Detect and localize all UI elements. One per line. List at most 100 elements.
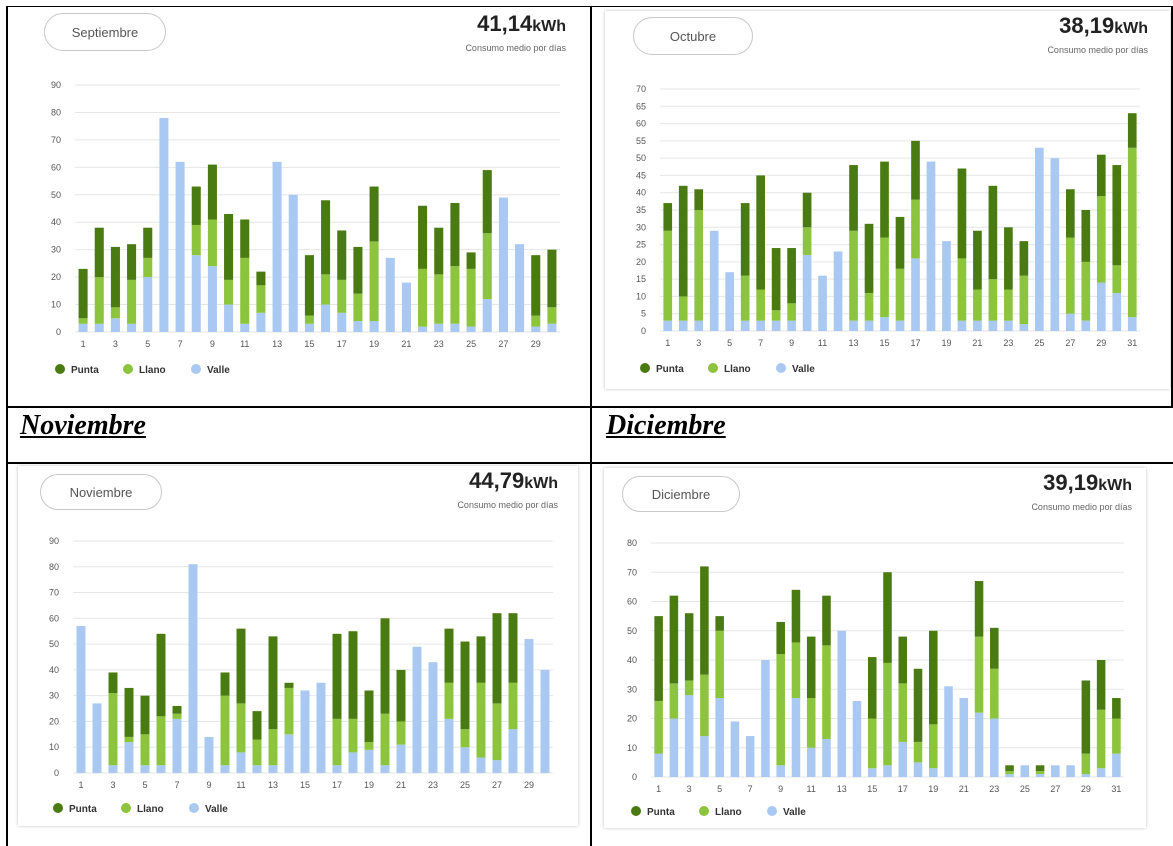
bar-valle bbox=[353, 321, 363, 332]
total-subtitle: Consumo medio por días bbox=[465, 43, 566, 53]
bar-valle bbox=[745, 736, 755, 777]
bar-valle bbox=[140, 765, 150, 773]
y-tick-label: 80 bbox=[627, 538, 637, 548]
bar-llano bbox=[444, 682, 454, 719]
bar-punta bbox=[1112, 698, 1121, 719]
month-selector-button[interactable]: Octubre bbox=[633, 17, 753, 55]
bar-llano bbox=[156, 716, 166, 766]
bar-valle bbox=[159, 117, 169, 332]
total-consumption: 44,79kWh bbox=[469, 468, 558, 494]
legend-marker-llano bbox=[699, 806, 709, 816]
bar-llano bbox=[740, 275, 750, 321]
bar-llano bbox=[127, 279, 137, 324]
x-tick-label: 17 bbox=[332, 780, 342, 790]
bar-llano bbox=[450, 266, 460, 324]
bar-punta bbox=[715, 616, 724, 631]
bar-punta bbox=[224, 213, 234, 280]
bar-punta bbox=[268, 636, 278, 730]
bar-valle bbox=[895, 320, 905, 331]
bar-llano bbox=[973, 289, 982, 321]
bar-punta bbox=[1005, 765, 1014, 772]
bar-valle bbox=[1081, 774, 1091, 777]
x-tick-label: 25 bbox=[1034, 338, 1044, 348]
bar-valle bbox=[524, 638, 534, 773]
total-unit: kWh bbox=[1098, 477, 1132, 494]
bar-valle bbox=[224, 304, 234, 332]
bar-valle bbox=[110, 318, 120, 332]
bar-llano bbox=[678, 296, 688, 321]
bar-llano bbox=[911, 199, 920, 259]
bar-punta bbox=[929, 630, 938, 725]
legend-marker-valle bbox=[776, 363, 786, 373]
bar-llano bbox=[364, 742, 374, 750]
bar-punta bbox=[822, 595, 831, 646]
bar-llano bbox=[172, 713, 182, 719]
bar-valle bbox=[204, 736, 214, 773]
y-tick-label: 10 bbox=[51, 300, 61, 310]
x-tick-label: 19 bbox=[369, 339, 379, 349]
bar-valle bbox=[1112, 292, 1122, 331]
bar-punta bbox=[867, 657, 877, 719]
bar-valle bbox=[508, 729, 518, 773]
bar-punta bbox=[895, 216, 905, 269]
x-tick-label: 7 bbox=[178, 339, 183, 349]
bar-punta bbox=[240, 219, 250, 258]
bar-punta bbox=[110, 246, 120, 308]
y-tick-label: 30 bbox=[49, 691, 59, 701]
bar-llano bbox=[791, 642, 801, 699]
x-tick-label: 29 bbox=[1096, 338, 1106, 348]
bar-punta bbox=[1081, 680, 1091, 754]
bar-llano bbox=[508, 682, 518, 730]
legend-marker-punta bbox=[631, 806, 641, 816]
table-border-row1 bbox=[6, 406, 1173, 408]
month-selector-button[interactable]: Septiembre bbox=[44, 13, 166, 51]
bar-llano bbox=[78, 318, 88, 324]
bar-valle bbox=[684, 695, 694, 777]
x-tick-label: 29 bbox=[531, 339, 541, 349]
bar-valle bbox=[531, 326, 541, 332]
bar-valle bbox=[412, 646, 422, 773]
bar-punta bbox=[482, 170, 492, 234]
bar-valle bbox=[898, 741, 908, 777]
bar-valle bbox=[709, 230, 719, 331]
bar-llano bbox=[684, 680, 694, 696]
bar-llano bbox=[140, 734, 150, 766]
legend-marker-llano bbox=[123, 364, 133, 374]
bar-valle bbox=[700, 736, 709, 777]
x-tick-label: 31 bbox=[1127, 338, 1137, 348]
y-tick-label: 60 bbox=[636, 119, 646, 129]
bar-punta bbox=[678, 185, 688, 297]
bar-llano bbox=[654, 700, 663, 754]
x-tick-label: 27 bbox=[498, 339, 508, 349]
bar-punta bbox=[791, 589, 801, 643]
legend-label-valle: Valle bbox=[205, 804, 228, 815]
bar-valle bbox=[380, 765, 390, 773]
bar-valle bbox=[515, 244, 525, 332]
bar-valle bbox=[806, 747, 816, 777]
bar-valle bbox=[756, 320, 765, 331]
bar-punta bbox=[140, 695, 150, 735]
bar-valle bbox=[654, 753, 663, 777]
bar-valle bbox=[300, 690, 310, 773]
y-tick-label: 90 bbox=[51, 80, 61, 90]
bar-llano bbox=[240, 257, 250, 324]
y-tick-label: 50 bbox=[627, 626, 637, 636]
bar-punta bbox=[911, 140, 920, 200]
x-tick-label: 15 bbox=[300, 780, 310, 790]
legend-marker-valle bbox=[767, 806, 777, 816]
month-selector-button[interactable]: Diciembre bbox=[622, 476, 740, 512]
bar-valle bbox=[663, 320, 673, 331]
y-tick-label: 80 bbox=[51, 107, 61, 117]
bar-valle bbox=[127, 323, 137, 332]
bar-llano bbox=[492, 703, 502, 761]
x-tick-label: 31 bbox=[1111, 784, 1121, 794]
month-selector-button[interactable]: Noviembre bbox=[40, 474, 162, 510]
legend-label-punta: Punta bbox=[71, 365, 99, 376]
x-tick-label: 27 bbox=[1050, 784, 1060, 794]
bar-punta bbox=[220, 672, 230, 696]
x-tick-label: 5 bbox=[727, 338, 732, 348]
y-tick-label: 30 bbox=[627, 684, 637, 694]
bar-valle bbox=[143, 277, 153, 332]
total-value: 41,14 bbox=[477, 11, 533, 36]
